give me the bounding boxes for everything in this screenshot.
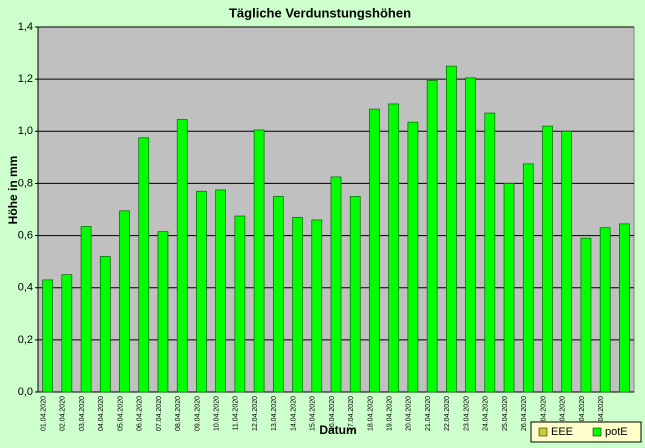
bar [619, 223, 630, 393]
bar [80, 226, 92, 393]
bar [253, 129, 265, 393]
x-tick-label: 19.04.2020 [387, 396, 394, 431]
chart-title: Tägliche Verdunstungshöhen [229, 5, 411, 20]
bar [272, 196, 284, 393]
y-tick-label: 0,8 [18, 177, 33, 189]
bar [484, 112, 496, 393]
x-tick-label: 08.04.2020 [175, 396, 182, 431]
legend-label: potE [605, 426, 628, 438]
x-tick-label: 06.04.2020 [137, 396, 144, 431]
x-tick-label: 23.04.2020 [463, 396, 470, 431]
x-tick-label: 12.04.2020 [252, 396, 259, 431]
bar [542, 125, 553, 393]
y-tick-label: 1,0 [18, 125, 33, 137]
bar [599, 227, 611, 393]
bar [503, 183, 515, 393]
bar [388, 103, 400, 393]
bar [176, 119, 188, 393]
bar [292, 216, 303, 393]
bar [42, 279, 53, 393]
x-tick-label: 24.04.2020 [483, 396, 490, 431]
y-tick-label: 1,2 [18, 73, 33, 85]
bar [157, 231, 169, 393]
x-tick-label: 02.04.2020 [60, 396, 67, 431]
x-tick-label: 25.04.2020 [502, 396, 509, 431]
x-tick-label: 03.04.2020 [79, 396, 86, 431]
bar [330, 176, 342, 393]
x-tick-label: 18.04.2020 [367, 396, 374, 431]
x-tick-label: 29.04.2020 [579, 396, 586, 431]
legend-box [530, 421, 642, 443]
bar [99, 256, 111, 393]
bar [446, 65, 457, 393]
y-tick-label: 1,4 [18, 21, 33, 33]
x-tick-label: 22.04.2020 [444, 396, 451, 431]
bar [465, 77, 476, 393]
x-tick-label: 10.04.2020 [213, 396, 220, 431]
y-tick-label: 0,2 [18, 334, 33, 346]
x-tick-label: 27.04.2020 [540, 396, 547, 431]
bar [311, 219, 323, 393]
x-tick-label: 15.04.2020 [310, 396, 317, 431]
bar [522, 163, 534, 393]
x-axis-label: Datum [319, 423, 356, 437]
legend-swatch [592, 427, 602, 437]
x-tick-label: 28.04.2020 [560, 396, 567, 431]
x-tick-label: 26.04.2020 [521, 396, 528, 431]
x-tick-label: 20.04.2020 [406, 396, 413, 431]
bar [349, 196, 361, 393]
bar [138, 137, 150, 393]
x-tick-label: 05.04.2020 [117, 396, 124, 431]
x-tick-label: 01.04.2020 [40, 396, 47, 431]
y-tick-label: 0,6 [18, 229, 33, 241]
bar [215, 189, 226, 393]
y-axis-label: Höhe in mm [6, 156, 20, 225]
x-tick-label: 04.04.2020 [98, 396, 105, 431]
bar [407, 121, 419, 393]
x-tick-label: 11.04.2020 [233, 396, 240, 431]
bar [196, 190, 207, 393]
bar [119, 210, 130, 393]
x-tick-label: 13.04.2020 [271, 396, 278, 431]
y-tick-label: 0,4 [18, 282, 33, 294]
x-tick-label: 14.04.2020 [290, 396, 297, 431]
bar [234, 215, 246, 393]
x-tick-label: 07.04.2020 [156, 396, 163, 431]
y-tick-label: 0,0 [18, 386, 33, 398]
x-tick-label: 30.04.2020 [598, 396, 605, 431]
legend-label: EEE [551, 426, 573, 438]
bar [61, 274, 73, 393]
x-tick-label: 17.04.2020 [348, 396, 355, 431]
bar [561, 130, 573, 393]
x-tick-label: 21.04.2020 [425, 396, 432, 431]
legend-swatch [538, 427, 548, 437]
bar [369, 108, 380, 393]
bar [426, 80, 438, 393]
x-tick-label: 16.04.2020 [329, 396, 336, 431]
bar [580, 237, 592, 393]
x-tick-label: 09.04.2020 [194, 396, 201, 431]
